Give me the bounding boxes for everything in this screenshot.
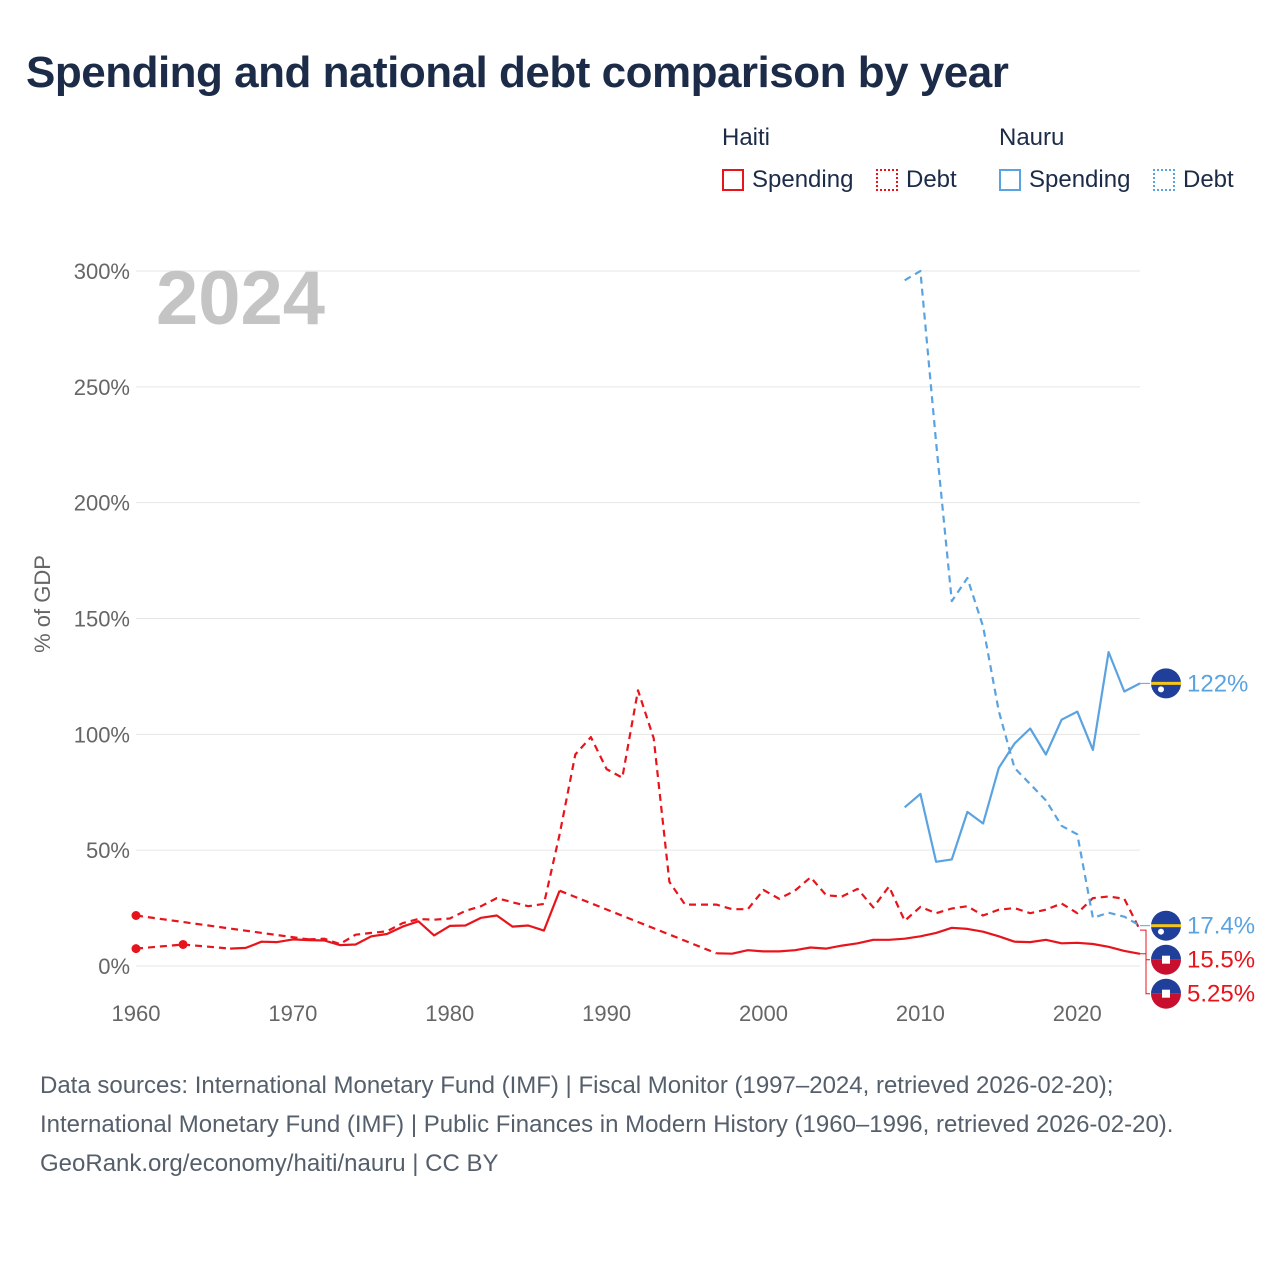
series-nauru-debt[interactable] [904,269,1141,927]
solid-swatch-icon [999,169,1021,191]
end-value-label: 5.25% [1187,981,1255,1008]
legend-group-haiti: Haiti [722,124,771,151]
grid-lines [136,270,1140,967]
solid-swatch-icon [722,169,744,191]
y-tick-label: 50% [86,838,130,863]
label-leader-line [1140,953,1150,995]
legend-item-haiti-spending[interactable]: Spending [722,166,853,194]
series-line [135,943,184,950]
x-tick-label: 1990 [582,1001,631,1026]
series-lines [131,269,1141,955]
y-tick-label: 250% [74,375,130,400]
legend-item-nauru-debt[interactable]: Debt [1153,166,1234,194]
series-line [183,943,231,950]
y-axis-label: % of GDP [30,555,55,653]
y-tick-label: 150% [74,607,130,632]
series-line [308,689,1141,946]
x-tick-label: 2000 [739,1001,788,1026]
haiti-flag-icon [1151,944,1181,975]
series-line [904,269,1141,927]
line-chart: 2024 % of GDP 0% 50% 100% 150% 200% 250% 300% 1… [30,256,1255,1026]
nauru-flag-icon [1151,668,1181,699]
end-value-label: 15.5% [1187,947,1255,974]
series-haiti-spending[interactable] [131,889,1141,955]
x-tick-label: 2010 [896,1001,945,1026]
end-value-label: 17.4% [1187,913,1255,940]
x-tick-label: 1960 [112,1001,161,1026]
series-nauru-spending[interactable] [903,651,1141,863]
data-point [178,939,188,949]
y-tick-label: 100% [74,722,130,747]
dotted-swatch-icon [876,169,898,191]
legend-label: Debt [906,166,957,193]
data-point [131,944,141,954]
haiti-flag-icon [1151,978,1181,1009]
legend-item-nauru-spending[interactable]: Spending [999,166,1130,194]
credit-link[interactable]: GeoRank.org/economy/haiti/nauru | CC BY [40,1150,499,1177]
nauru-flag-icon [1151,910,1181,941]
footer: Data sources: International Monetary Fun… [40,1066,1240,1183]
y-tick-label: 200% [74,491,130,516]
end-value-label: 122% [1187,670,1248,697]
series-line [559,889,717,955]
series-haiti-debt[interactable] [131,689,1141,946]
series-line [903,651,1141,863]
data-point [131,910,141,920]
chart-title: Spending and national debt comparison by… [26,48,1009,97]
legend-group-nauru: Nauru [999,124,1065,151]
x-tick-label: 2020 [1053,1001,1102,1026]
series-line [716,926,1141,955]
series-line [135,914,309,941]
legend-item-haiti-debt[interactable]: Debt [876,166,957,194]
end-labels: 122% 17.4% 15.5% 5.25% [1140,668,1255,1009]
x-tick-label: 1970 [268,1001,317,1026]
series-line [230,890,561,950]
x-tick-label: 1980 [425,1001,474,1026]
data-sources: Data sources: International Monetary Fun… [40,1072,1174,1138]
legend-label: Spending [752,166,854,193]
legend-label: Debt [1183,166,1234,193]
axis-ticks: 0% 50% 100% 150% 200% 250% 300% 1960 1970 1980 199… [74,259,1102,1026]
y-tick-label: 0% [98,954,130,979]
y-tick-label: 300% [74,259,130,284]
dotted-swatch-icon [1153,169,1175,191]
legend-label: Spending [1029,166,1131,193]
label-leader-line [1140,929,1150,961]
year-watermark: 2024 [156,256,325,341]
